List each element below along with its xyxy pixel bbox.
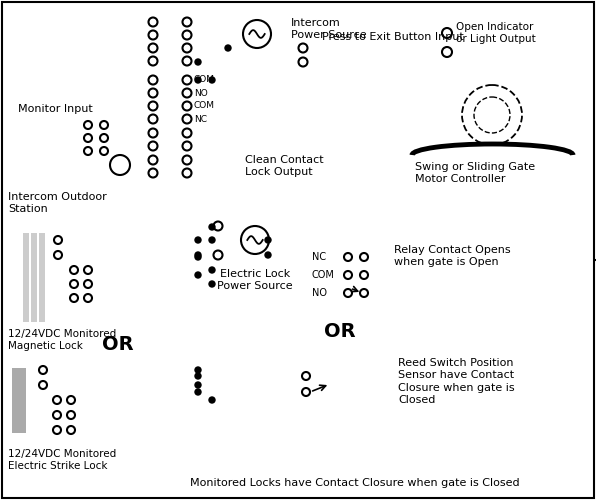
Bar bbox=[348, 358, 390, 410]
Circle shape bbox=[209, 267, 215, 273]
Text: COM: COM bbox=[194, 76, 215, 84]
Text: Relay Contact Opens
when gate is Open: Relay Contact Opens when gate is Open bbox=[394, 245, 511, 268]
Text: Electric Lock
Power Source: Electric Lock Power Source bbox=[217, 269, 293, 291]
Circle shape bbox=[209, 397, 215, 403]
Circle shape bbox=[225, 45, 231, 51]
Bar bbox=[8, 8, 158, 188]
Circle shape bbox=[195, 373, 201, 379]
Text: Intercom
Power Source: Intercom Power Source bbox=[291, 18, 367, 40]
Circle shape bbox=[209, 77, 215, 83]
Text: NC: NC bbox=[312, 252, 326, 262]
Circle shape bbox=[195, 254, 201, 260]
Bar bbox=[39, 233, 45, 322]
Bar bbox=[158, 8, 182, 188]
Bar bbox=[228, 218, 283, 263]
Bar bbox=[298, 358, 340, 410]
Circle shape bbox=[265, 252, 271, 258]
Bar bbox=[340, 245, 388, 303]
Circle shape bbox=[195, 252, 201, 258]
Bar bbox=[437, 22, 547, 68]
Text: Reed Switch Position
Sensor have Contact
Closure when gate is
Closed: Reed Switch Position Sensor have Contact… bbox=[398, 358, 514, 405]
Circle shape bbox=[209, 224, 215, 230]
Circle shape bbox=[195, 389, 201, 395]
Bar bbox=[23, 233, 29, 322]
Text: OR: OR bbox=[324, 322, 356, 341]
Bar bbox=[68, 156, 100, 174]
Bar bbox=[8, 360, 33, 445]
Bar bbox=[4, 356, 59, 449]
Text: Swing or Sliding Gate
Motor Controller: Swing or Sliding Gate Motor Controller bbox=[415, 162, 535, 184]
Circle shape bbox=[195, 272, 201, 278]
Text: COM: COM bbox=[194, 102, 215, 110]
Circle shape bbox=[209, 281, 215, 287]
Circle shape bbox=[195, 367, 201, 373]
Bar bbox=[20, 230, 50, 325]
Text: NO: NO bbox=[312, 288, 327, 298]
Text: NO: NO bbox=[194, 88, 208, 98]
Bar bbox=[230, 12, 285, 57]
Circle shape bbox=[195, 77, 201, 83]
Circle shape bbox=[195, 59, 201, 65]
Text: Intercom Outdoor
Station: Intercom Outdoor Station bbox=[8, 192, 107, 214]
Polygon shape bbox=[412, 16, 573, 155]
Circle shape bbox=[209, 237, 215, 243]
Text: Press to Exit Button Input: Press to Exit Button Input bbox=[322, 32, 464, 42]
Text: Clean Contact
Lock Output: Clean Contact Lock Output bbox=[245, 155, 324, 178]
Bar bbox=[12, 368, 26, 433]
Circle shape bbox=[195, 237, 201, 243]
Text: COM: COM bbox=[312, 270, 335, 280]
Text: Open Indicator
or Light Output: Open Indicator or Light Output bbox=[456, 22, 536, 44]
Circle shape bbox=[195, 382, 201, 388]
Text: 12/24VDC Monitored
Magnetic Lock: 12/24VDC Monitored Magnetic Lock bbox=[8, 329, 116, 351]
Bar bbox=[31, 233, 37, 322]
Text: NC: NC bbox=[194, 114, 207, 124]
Circle shape bbox=[265, 237, 271, 243]
Text: Monitor Input: Monitor Input bbox=[18, 104, 93, 114]
Text: OR: OR bbox=[102, 335, 134, 354]
Text: 12/24VDC Monitored
Electric Strike Lock: 12/24VDC Monitored Electric Strike Lock bbox=[8, 449, 116, 471]
Bar bbox=[308, 50, 316, 58]
Text: Monitored Locks have Contact Closure when gate is Closed: Monitored Locks have Contact Closure whe… bbox=[190, 478, 520, 488]
